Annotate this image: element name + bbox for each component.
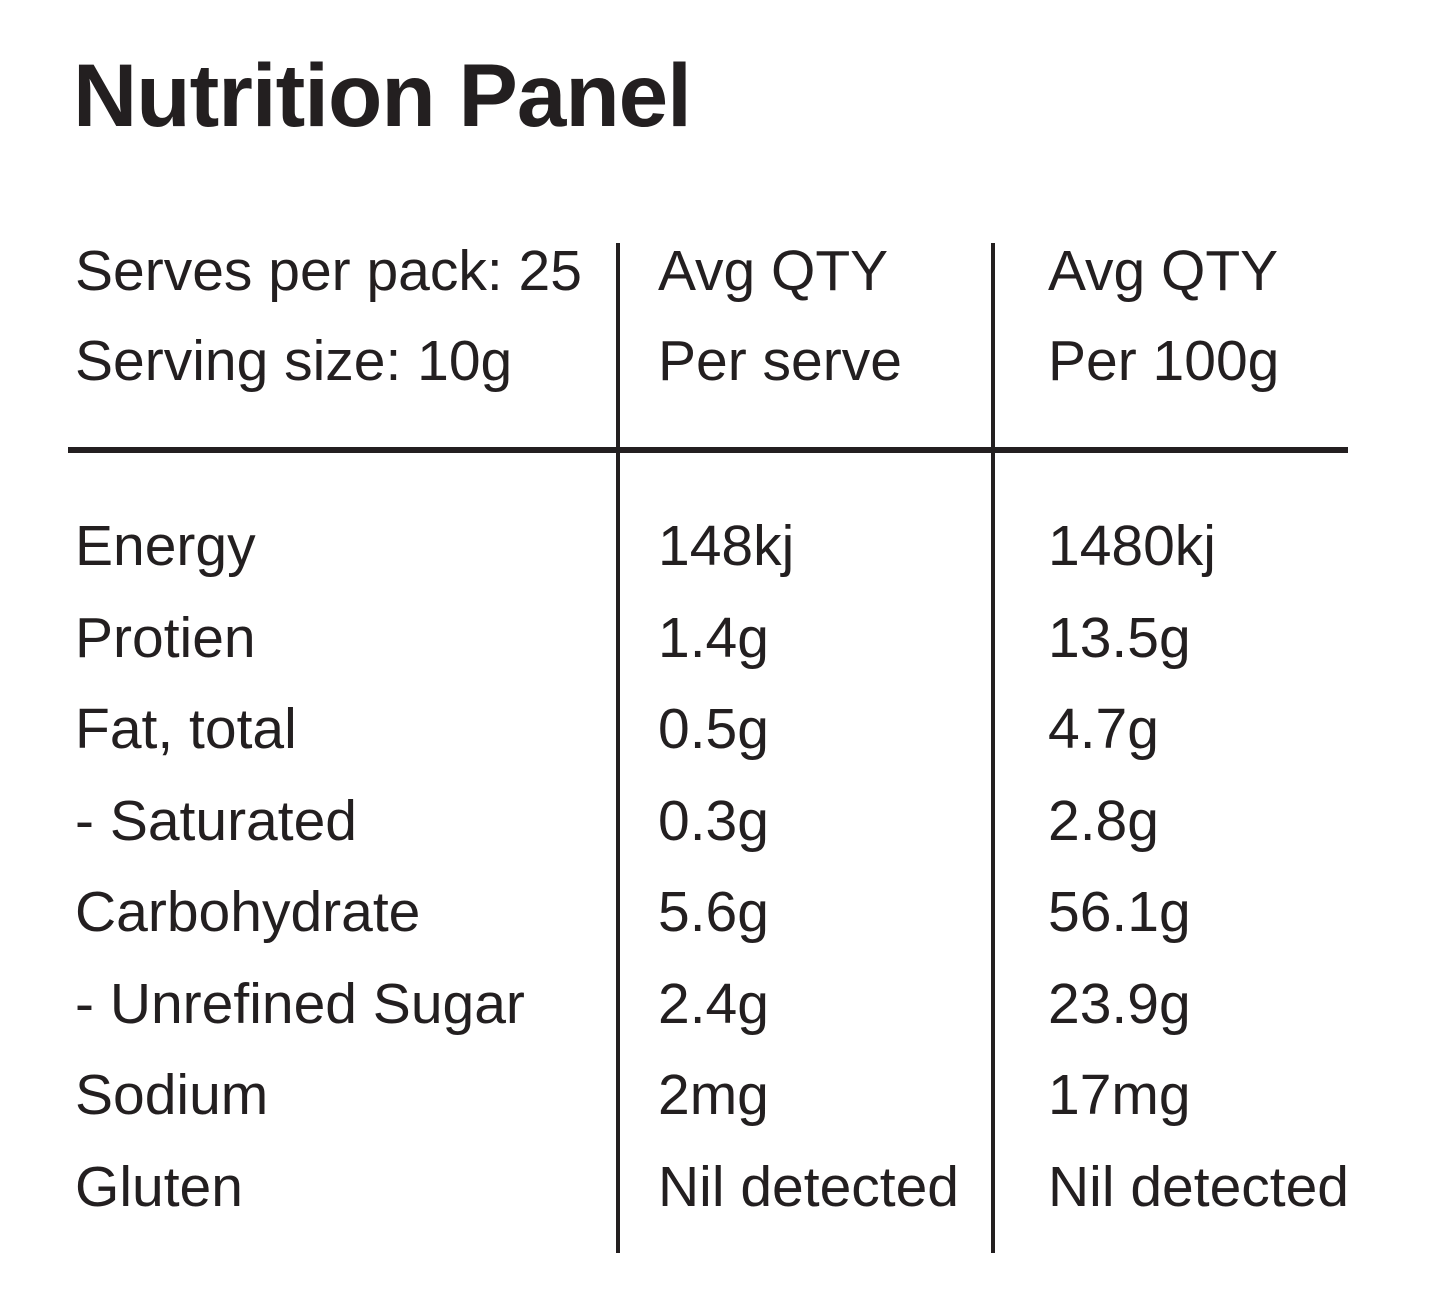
row-value-per-serve: 1.4g [658, 606, 769, 670]
per-serve-header-line1: Avg QTY [658, 239, 889, 303]
table-row-unrefined-sugar: - Unrefined Sugar 2.4g 23.9g [0, 976, 1445, 1036]
row-value-per-100g: Nil detected [1048, 1155, 1350, 1219]
row-label: Energy [75, 514, 256, 578]
serving-size-text: Serving size: 10g [75, 329, 513, 393]
row-value-per-serve: 5.6g [658, 880, 769, 944]
table-row-gluten: Gluten Nil detected Nil detected [0, 1159, 1445, 1219]
row-value-per-100g: 23.9g [1048, 972, 1191, 1036]
page-title: Nutrition Panel [73, 45, 692, 145]
row-label: Sodium [75, 1063, 269, 1127]
row-value-per-100g: 13.5g [1048, 606, 1191, 670]
row-value-per-100g: 4.7g [1048, 697, 1159, 761]
table-row-saturated-fat: - Saturated 0.3g 2.8g [0, 793, 1445, 853]
table-header-row-1: Serves per pack: 25 Avg QTY Avg QTY [0, 243, 1445, 303]
row-value-per-100g: 17mg [1048, 1063, 1191, 1127]
header-rule [68, 447, 1348, 453]
row-value-per-serve: 0.5g [658, 697, 769, 761]
row-value-per-serve: 2mg [658, 1063, 769, 1127]
row-label: - Unrefined Sugar [75, 972, 525, 1036]
row-label: Gluten [75, 1155, 243, 1219]
table-row-fat-total: Fat, total 0.5g 4.7g [0, 701, 1445, 761]
table-row-sodium: Sodium 2mg 17mg [0, 1067, 1445, 1127]
row-value-per-100g: 56.1g [1048, 880, 1191, 944]
row-value-per-100g: 2.8g [1048, 789, 1159, 853]
row-label: Fat, total [75, 697, 297, 761]
table-header-row-2: Serving size: 10g Per serve Per 100g [0, 333, 1445, 393]
per-serve-header-line2: Per serve [658, 329, 902, 393]
per-100g-header-line1: Avg QTY [1048, 239, 1279, 303]
row-label: Carbohydrate [75, 880, 421, 944]
row-label: - Saturated [75, 789, 357, 853]
table-row-energy: Energy 148kj 1480kj [0, 518, 1445, 578]
row-value-per-serve: 2.4g [658, 972, 769, 1036]
table-row-carbohydrate: Carbohydrate 5.6g 56.1g [0, 884, 1445, 944]
row-label: Protien [75, 606, 256, 670]
row-value-per-100g: 1480kj [1048, 514, 1216, 578]
serves-per-pack-text: Serves per pack: 25 [75, 239, 582, 303]
row-value-per-serve: 148kj [658, 514, 795, 578]
per-100g-header-line2: Per 100g [1048, 329, 1280, 393]
column-divider-1 [616, 243, 620, 1253]
row-value-per-serve: Nil detected [658, 1155, 960, 1219]
column-divider-2 [991, 243, 995, 1253]
row-value-per-serve: 0.3g [658, 789, 769, 853]
table-row-protein: Protien 1.4g 13.5g [0, 610, 1445, 670]
